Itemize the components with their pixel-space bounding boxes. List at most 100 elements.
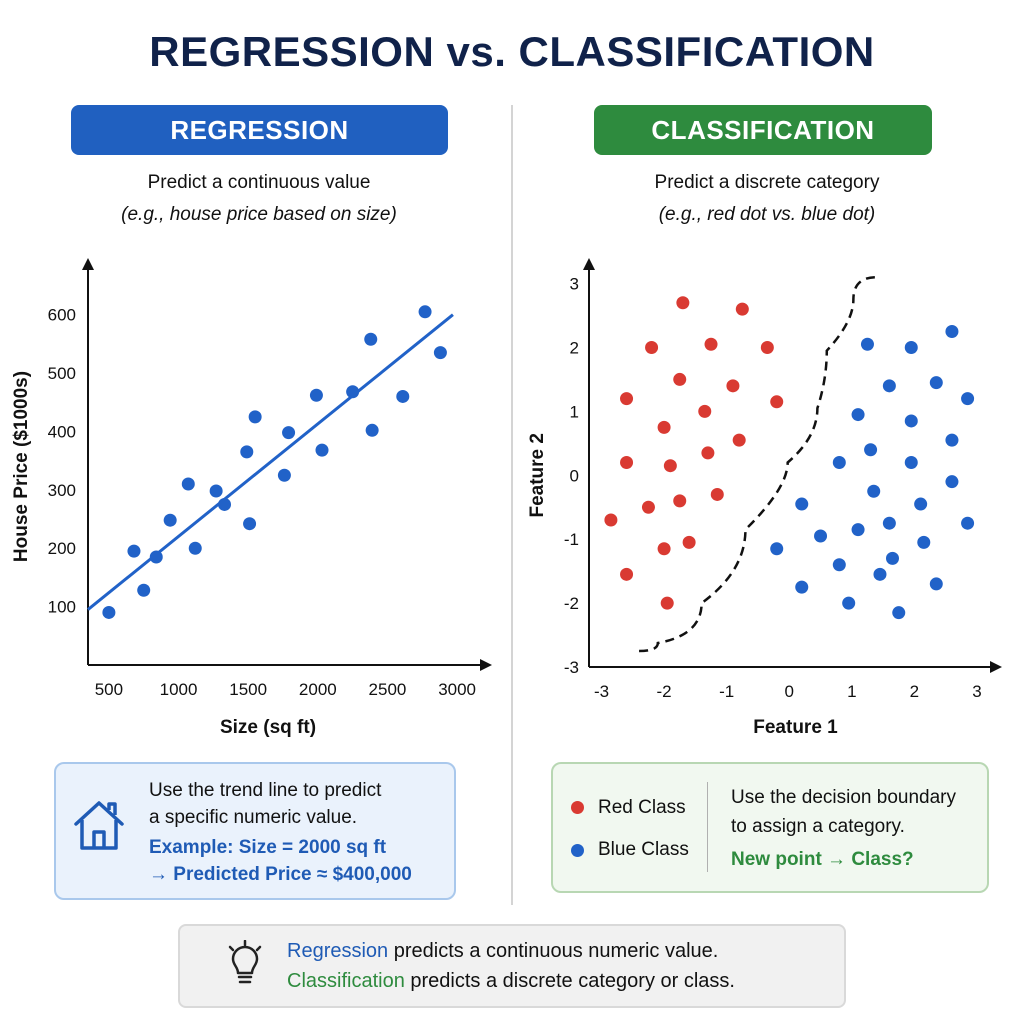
blue-class-point [851, 408, 865, 422]
red-class-point [682, 535, 696, 549]
center-divider [511, 105, 513, 905]
blue-class-point [904, 414, 918, 428]
red-class-point [645, 340, 659, 354]
blue-class-point [795, 580, 809, 594]
y-tick-label: 0 [570, 466, 579, 485]
blue-class-point [882, 516, 896, 530]
summary-regression-key: Regression [287, 940, 389, 962]
blue-class-point [892, 606, 906, 620]
blue-class-point [904, 340, 918, 354]
x-tick-label: -3 [594, 682, 609, 701]
legend-red-dot [571, 801, 584, 814]
blue-class-point [795, 497, 809, 511]
x-tick-label: -2 [657, 682, 672, 701]
data-point [315, 443, 329, 457]
y-tick-label: 200 [48, 539, 76, 558]
blue-class-point [851, 523, 865, 537]
x-tick-label: 2500 [369, 680, 407, 699]
classification-info-question: New point → Class? [731, 849, 914, 870]
y-tick-label: -1 [564, 530, 579, 549]
regression-info-box: Use the trend line to predict a specific… [54, 762, 456, 900]
red-class-point [641, 500, 655, 514]
regression-info-line2: a specific numeric value. [149, 807, 358, 828]
red-class-point [701, 446, 715, 460]
red-class-point [657, 420, 671, 434]
legend-blue-label: Blue Class [598, 839, 689, 860]
blue-class-point [832, 558, 846, 572]
y-tick-label: 300 [48, 481, 76, 500]
regression-info-example1: Example: Size = 2000 sq ft [149, 837, 387, 858]
summary-classification-key: Classification [287, 970, 405, 992]
regression-subtitle: Predict a continuous value [147, 172, 371, 193]
data-point [309, 388, 323, 402]
x-axis-arrow [990, 661, 1002, 673]
data-point [181, 477, 195, 491]
data-point [277, 468, 291, 482]
blue-class-point [860, 337, 874, 351]
red-class-point [704, 337, 718, 351]
red-class-point [726, 379, 740, 393]
y-tick-label: 2 [570, 338, 579, 357]
y-tick-label: 3 [570, 275, 579, 294]
x-tick-label: 1 [847, 682, 856, 701]
lightbulb-icon [228, 940, 262, 984]
summary-box: Regression predicts a continuous numeric… [178, 924, 846, 1008]
regression-badge: REGRESSION [71, 105, 448, 155]
x-tick-label: 0 [785, 682, 794, 701]
classification-info-line1: Use the decision boundary [731, 787, 956, 808]
data-point [240, 445, 254, 459]
x-tick-label: -1 [719, 682, 734, 701]
x-axis-title: Feature 1 [753, 717, 838, 738]
data-point [137, 583, 151, 597]
page-title: REGRESSION vs. CLASSIFICATION [149, 28, 875, 75]
classification-info-box: Red Class Blue Class Use the decision bo… [551, 762, 989, 893]
legend-separator [707, 782, 708, 872]
y-tick-label: 500 [48, 364, 76, 383]
trend-line [87, 313, 454, 611]
x-tick-label: 3000 [438, 680, 476, 699]
x-tick-label: 1000 [160, 680, 198, 699]
x-tick-label: 2 [910, 682, 919, 701]
red-class-point [698, 404, 712, 418]
regression-example: (e.g., house price based on size) [121, 204, 397, 225]
data-point [218, 497, 231, 511]
y-tick-label: -3 [564, 658, 579, 677]
legend-blue-dot [571, 844, 584, 857]
red-class-point [770, 395, 784, 409]
blue-class-point [961, 392, 975, 406]
x-axis-arrow [480, 659, 492, 671]
data-point [433, 346, 447, 360]
blue-class-point [914, 497, 928, 511]
y-tick-label: 1 [570, 402, 579, 421]
red-class-point [735, 302, 749, 316]
data-point [346, 385, 360, 399]
red-class-point [673, 372, 687, 386]
regression-info-example2: → Predicted Price ≈ $400,000 [149, 864, 412, 885]
summary-line2-rest: predicts a discrete category or class. [404, 970, 735, 992]
red-class-point [620, 392, 634, 406]
y-axis-arrow [82, 258, 94, 270]
blue-class-point [945, 324, 959, 338]
data-point [364, 332, 378, 346]
red-class-point [673, 494, 687, 508]
summary-line1-rest: predicts a continuous numeric value. [388, 940, 719, 962]
red-class-point [760, 340, 774, 354]
blue-class-point [961, 516, 975, 530]
blue-class-point [882, 379, 896, 393]
x-tick-label: 3 [972, 682, 981, 701]
blue-class-point [945, 475, 959, 489]
x-tick-label: 500 [95, 680, 123, 699]
classification-example: (e.g., red dot vs. blue dot) [658, 204, 876, 225]
blue-class-point [885, 551, 899, 565]
y-axis-title: Feature 2 [527, 433, 548, 517]
y-tick-label: -2 [564, 594, 579, 613]
red-class-point [710, 487, 724, 501]
data-point [248, 410, 262, 424]
y-tick-label: 600 [48, 306, 76, 325]
red-class-point [657, 542, 671, 556]
blue-class-point [945, 433, 959, 447]
blue-class-point [842, 596, 856, 610]
data-point [163, 513, 177, 527]
house-icon [74, 801, 124, 850]
